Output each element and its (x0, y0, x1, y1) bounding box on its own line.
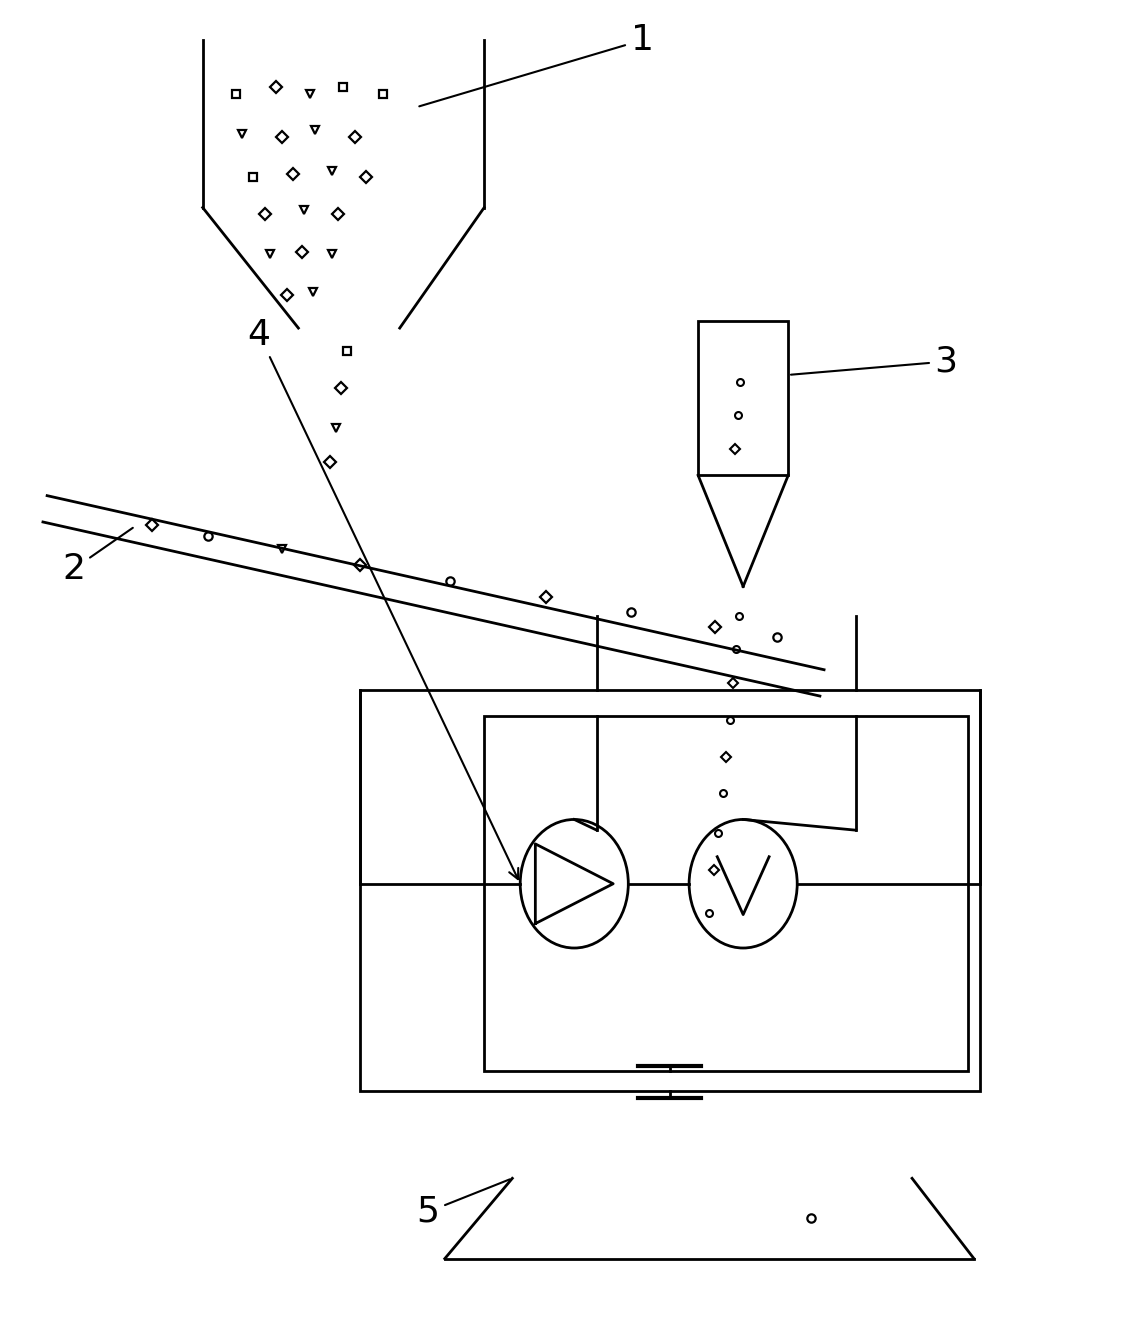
Text: 4: 4 (248, 317, 518, 880)
Text: 1: 1 (419, 23, 653, 106)
Text: 2: 2 (62, 528, 133, 586)
Bar (360, 690, 980, 1091)
Bar (698, 321, 788, 475)
Bar (484, 716, 968, 1071)
Text: 3: 3 (790, 344, 957, 379)
Text: 5: 5 (417, 1180, 510, 1229)
